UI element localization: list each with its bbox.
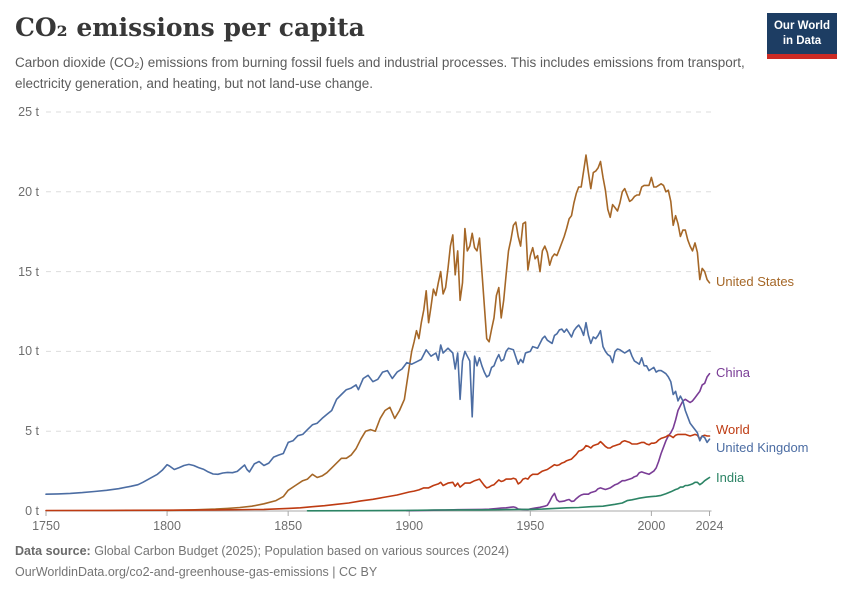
- data-source-text: Global Carbon Budget (2025); Population …: [94, 544, 510, 558]
- y-axis-label-15t: 15 t: [18, 264, 39, 279]
- series-line-india[interactable]: [306, 476, 711, 512]
- series-line-united-states[interactable]: [166, 154, 711, 512]
- x-axis-label-2024: 2024: [695, 519, 724, 533]
- series-line-united-kingdom[interactable]: [45, 321, 711, 495]
- chart-header: CO₂ emissions per capita Carbon dioxide …: [15, 13, 755, 94]
- series-label-united-kingdom[interactable]: United Kingdom: [716, 439, 809, 455]
- y-axis-label-25t: 25 t: [18, 105, 39, 119]
- series-label-world[interactable]: World: [716, 422, 750, 438]
- x-axis-label-2000: 2000: [637, 519, 666, 533]
- x-axis-label-1800: 1800: [153, 519, 181, 533]
- chart-subtitle: Carbon dioxide (CO₂) emissions from burn…: [15, 55, 745, 91]
- x-axis-label-1750: 1750: [32, 519, 60, 533]
- page-title: CO₂ emissions per capita: [15, 13, 365, 42]
- y-axis-label-20t: 20 t: [18, 184, 39, 199]
- x-axis-label-1950: 1950: [516, 519, 545, 533]
- y-axis-label-10t: 10 t: [18, 344, 39, 359]
- owid-logo[interactable]: Our World in Data: [767, 13, 837, 59]
- chart-footer: Data source: Global Carbon Budget (2025)…: [15, 541, 509, 583]
- y-axis-label-0t: 0 t: [25, 504, 39, 518]
- x-axis-label-1850: 1850: [274, 519, 303, 533]
- series-line-world[interactable]: [45, 433, 711, 512]
- owid-logo-line2: in Data: [782, 34, 822, 47]
- series-label-china[interactable]: China: [716, 364, 750, 380]
- data-source-line: Data source: Global Carbon Budget (2025)…: [15, 541, 509, 562]
- y-axis-label-5t: 5 t: [25, 424, 39, 439]
- data-source-label: Data source:: [15, 544, 91, 558]
- series-label-united-states[interactable]: United States: [716, 273, 795, 289]
- x-axis-label-1900: 1900: [395, 519, 424, 533]
- owid-logo-line1: Our World: [773, 20, 830, 32]
- footer-link[interactable]: OurWorldinData.org/co2-and-greenhouse-ga…: [15, 565, 378, 579]
- series-label-india[interactable]: India: [716, 469, 745, 485]
